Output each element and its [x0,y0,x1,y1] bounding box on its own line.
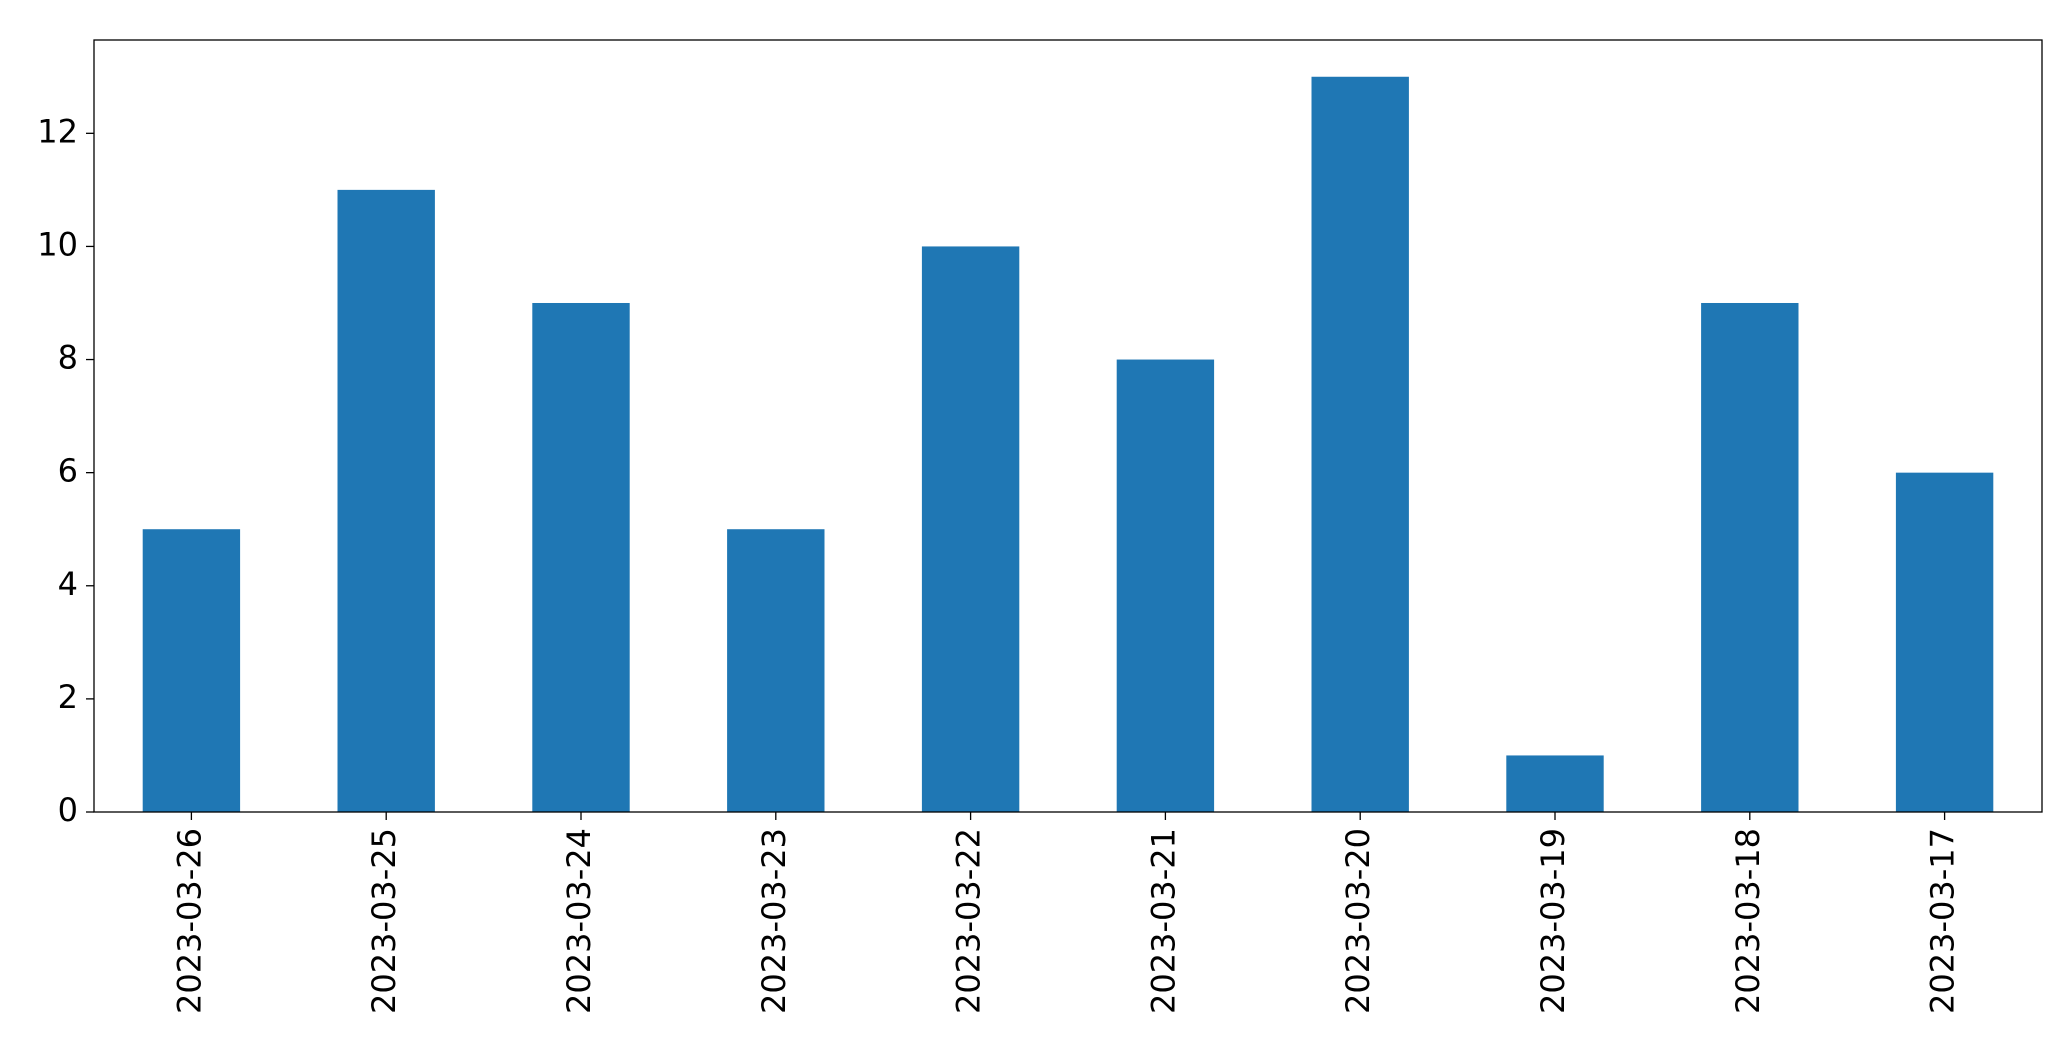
y-tick-label: 6 [58,452,78,490]
x-tick-label: 2023-03-25 [365,828,403,1014]
y-tick-label: 12 [37,112,78,150]
bar [1701,302,1799,812]
bar [1895,472,1994,812]
x-tick-label: 2023-03-21 [1144,828,1182,1014]
x-tick-label: 2023-03-20 [1339,828,1377,1014]
plot-frame [93,39,2043,813]
x-tick-label: 2023-03-17 [1924,828,1962,1014]
x-tick-label: 2023-03-26 [170,828,208,1014]
bar [727,529,825,812]
x-tick-label: 2023-03-22 [950,828,988,1014]
bar [337,189,435,812]
bar [142,529,241,812]
y-tick-label: 0 [58,791,78,829]
bar [1506,755,1604,812]
y-tick-label: 2 [58,678,78,716]
bar [921,246,1020,812]
y-tick-label: 4 [58,565,78,603]
x-tick-label: 2023-03-18 [1729,828,1767,1014]
bar [1311,76,1409,812]
y-tick-label: 8 [58,339,78,377]
x-tick-label: 2023-03-19 [1534,828,1572,1014]
bar [1116,359,1215,812]
x-tick-label: 2023-03-24 [560,828,598,1014]
bar [532,302,630,812]
y-tick-label: 10 [37,225,78,263]
x-tick-label: 2023-03-23 [755,828,793,1014]
